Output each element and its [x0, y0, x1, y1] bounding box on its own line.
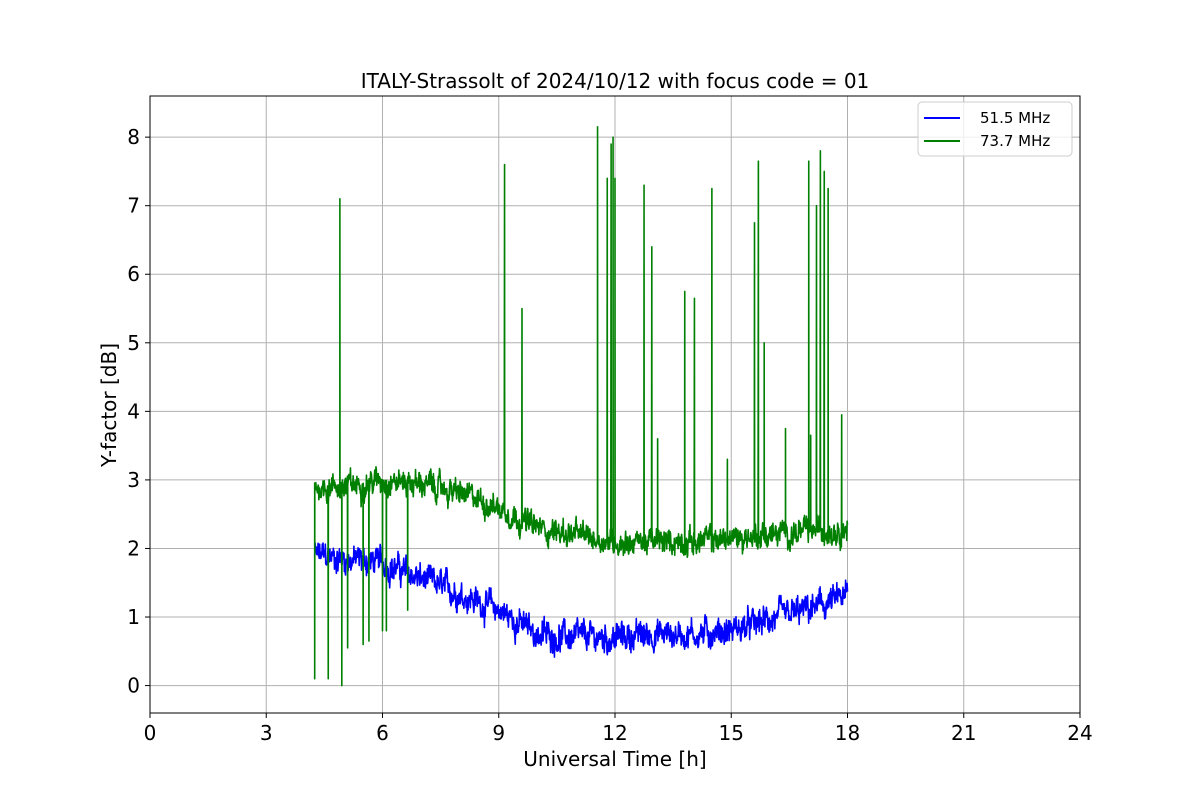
x-tick-label: 6 [376, 721, 389, 745]
x-tick-label: 3 [260, 721, 273, 745]
y-tick-label: 8 [127, 125, 140, 149]
x-axis-label: Universal Time [h] [523, 747, 706, 771]
x-tick-label: 9 [492, 721, 505, 745]
chart-title: ITALY-Strassolt of 2024/10/12 with focus… [361, 69, 870, 93]
y-tick-label: 7 [127, 194, 140, 218]
y-tick-label: 3 [127, 468, 140, 492]
x-tick-label: 18 [835, 721, 860, 745]
y-tick-label: 6 [127, 262, 140, 286]
x-tick-label: 12 [602, 721, 627, 745]
x-tick-label: 24 [1067, 721, 1092, 745]
legend: 51.5 MHz 73.7 MHz [917, 101, 1073, 157]
y-tick-label: 5 [127, 331, 140, 355]
y-tick-label: 1 [127, 605, 140, 629]
legend-box [917, 101, 1073, 157]
y-axis-label: Y-factor [dB] [97, 343, 121, 468]
series-line-73-7-mhz [313, 126, 849, 687]
legend-label-51-5: 51.5 MHz [980, 109, 1050, 127]
x-axis-ticks: 0 3 6 9 12 15 18 21 24 [144, 713, 1093, 745]
plot-series-group [313, 126, 849, 687]
x-tick-label: 21 [951, 721, 976, 745]
y-tick-label: 0 [127, 674, 140, 698]
x-tick-label: 15 [719, 721, 744, 745]
y-axis-ticks: 0 1 2 3 4 5 6 7 8 [127, 125, 150, 698]
x-tick-label: 0 [144, 721, 157, 745]
y-tick-label: 2 [127, 536, 140, 560]
legend-label-73-7: 73.7 MHz [980, 132, 1050, 150]
y-tick-label: 4 [127, 399, 140, 423]
series-line-51-5-mhz [313, 542, 849, 658]
